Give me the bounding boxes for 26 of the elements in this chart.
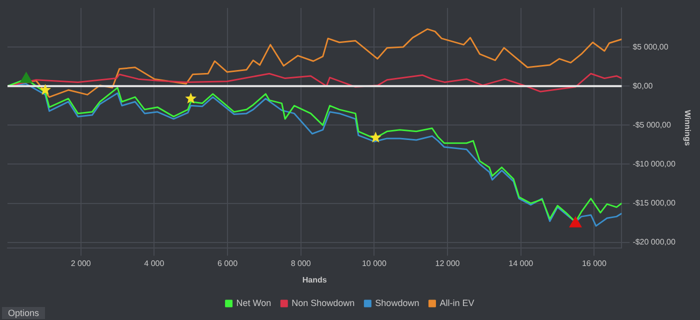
legend-label: Non Showdown bbox=[292, 298, 355, 308]
x-tick-label: 2 000 bbox=[70, 258, 92, 268]
y-tick-label: -$20 000,00 bbox=[632, 238, 676, 247]
point bbox=[185, 92, 197, 104]
point bbox=[20, 72, 32, 83]
x-tick-label: 4 000 bbox=[144, 258, 165, 268]
y-tick-label: -$5 000,00 bbox=[632, 120, 672, 130]
y-tick-label: $5 000,00 bbox=[632, 42, 669, 52]
x-tick-label: 12 000 bbox=[435, 258, 460, 268]
x-tick-label: 6 000 bbox=[217, 258, 238, 268]
x-tick-label: 14 000 bbox=[508, 258, 534, 268]
y-axis-title: Winnings bbox=[682, 110, 692, 146]
x-tick-label: 16 000 bbox=[582, 258, 607, 268]
point bbox=[570, 216, 582, 228]
point bbox=[370, 132, 382, 143]
x-axis-title: Hands bbox=[302, 275, 328, 284]
y-tick-label: $0,00 bbox=[632, 81, 654, 90]
legend-label: Showdown bbox=[375, 298, 420, 308]
x-tick-label: 10 000 bbox=[362, 258, 387, 268]
y-tick-label: -$15 000,00 bbox=[632, 198, 676, 208]
y-tick-label: -$10 000,00 bbox=[632, 159, 676, 168]
point bbox=[40, 84, 51, 95]
legend-label: All-in EV bbox=[440, 298, 474, 308]
legend-label: Net Won bbox=[236, 298, 272, 308]
text: Options bbox=[2, 307, 46, 319]
x-tick-label: 8 000 bbox=[290, 258, 312, 268]
